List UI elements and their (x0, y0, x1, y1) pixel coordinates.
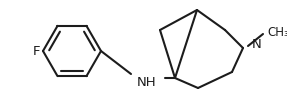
Text: CH₃: CH₃ (267, 26, 287, 39)
Text: F: F (32, 44, 40, 57)
Text: N: N (252, 37, 262, 50)
Text: NH: NH (137, 77, 157, 90)
